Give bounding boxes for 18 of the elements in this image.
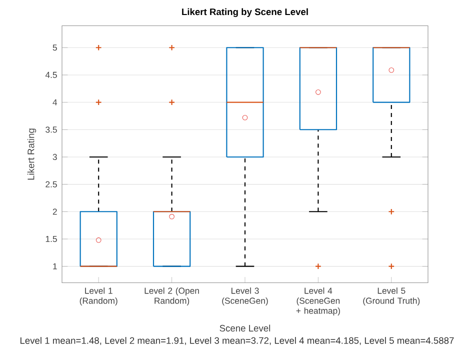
y-tick-label: 1 <box>53 263 57 270</box>
x-tick-label: Level 5 (Ground Truth) <box>363 287 420 306</box>
y-tick-label: 3 <box>52 154 57 160</box>
chart-title: Likert Rating by Scene Level <box>182 8 308 18</box>
x-tick-label: Level 4 (SceneGen + heatmap) <box>296 287 340 316</box>
x-axis-title: Scene Level <box>220 324 270 332</box>
y-tick-label: 5 <box>52 44 57 51</box>
y-tick-label: 1.5 <box>46 236 57 242</box>
x-tick-label: Level 2 (Open Random) <box>144 287 199 306</box>
x-tick-label: Level 1 (Random) <box>80 287 118 306</box>
y-tick-label: 4.5 <box>45 72 57 78</box>
y-tick-label: 2.5 <box>46 181 57 188</box>
y-tick-label: 3.5 <box>46 126 57 133</box>
text: Level 1 mean=1.48, Level 2 mean=1.91, Level 3 mean=3.72, Level 4 mean=4.185, Level 5 mean=4.5887 <box>20 337 454 345</box>
x-tick-label: Level 3 (SceneGen) <box>222 287 268 306</box>
y-axis-title: Likert Rating <box>27 128 36 180</box>
y-tick-label: 2 <box>52 208 57 215</box>
y-tick-label: 4 <box>52 99 58 106</box>
